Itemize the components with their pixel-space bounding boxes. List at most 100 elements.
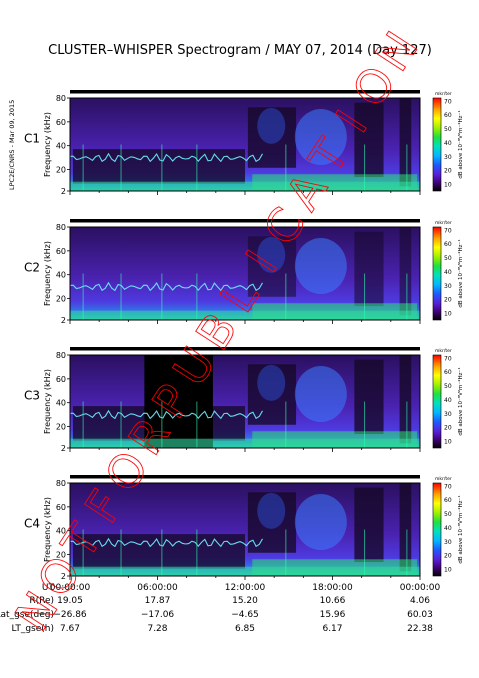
status-bar	[70, 219, 420, 223]
ephemeris-value: 06:00:00	[137, 583, 178, 593]
emission-patch	[257, 236, 286, 273]
colorbar-tick-label: 20	[444, 168, 452, 175]
status-bar	[70, 90, 420, 94]
panel-c2: 2 20 40 60 80 Frequency (kHz)C2 mkr/ter 10 20 30 4…	[24, 219, 464, 325]
ephemeris-value: −26.86	[53, 610, 87, 620]
y-axis-label: Frequency (kHz)	[43, 241, 52, 306]
low-intensity-region	[247, 364, 297, 425]
low-intensity-region	[354, 231, 384, 307]
chart-title: CLUSTER–WHISPER Spectrogram / MAY 07, 20…	[48, 43, 432, 58]
ephemeris-value: 15.20	[232, 596, 258, 606]
ephemeris-value: 7.67	[60, 624, 80, 634]
panel-c1: 2 20 40 60 80 Frequency (kHz)C1 mkr/ter 10 20 30 4…	[24, 90, 464, 196]
emission-patch	[257, 492, 286, 529]
ephemeris-value: 00:00:00	[400, 583, 441, 593]
side-label: LPC2E/CNRS - Mar 09, 2015	[8, 100, 16, 190]
panel-c4: 2 20 40 60 80 Frequency (kHz)C4 mkr/ter 10 20 30 4…	[24, 475, 464, 581]
emission-patch	[294, 366, 347, 423]
y-tick-label: 40	[56, 271, 66, 280]
y-tick-label: 60	[56, 247, 66, 256]
y-tick-label: 20	[56, 166, 66, 175]
plasma-frequency-trace	[69, 281, 263, 292]
low-intensity-region	[399, 227, 412, 316]
spacecraft-label: C4	[24, 517, 40, 531]
low-intensity-region	[399, 483, 412, 572]
colorbar-tick-label: 60	[444, 369, 452, 376]
low-intensity-region	[72, 534, 246, 569]
colorbar	[432, 354, 442, 449]
colorbar-label: dB above 10⁻⁸V²m⁻²Hz⁻¹	[457, 110, 464, 178]
colorbar-tag: mkr/ter	[435, 220, 452, 226]
colorbar-tick-label: 70	[444, 227, 452, 234]
spacecraft-label: C1	[24, 132, 40, 146]
y-tick-label: 2	[61, 444, 66, 453]
data-gap	[144, 355, 213, 448]
y-tick-label: 2	[61, 572, 66, 581]
colorbar	[432, 97, 442, 192]
colorbar	[432, 226, 442, 321]
ephemeris-value: 7.28	[147, 624, 167, 634]
y-tick-label: 80	[56, 223, 66, 232]
colorbar-tick-label: 10	[444, 182, 452, 189]
y-tick-label: 60	[56, 503, 66, 512]
colorbar-tick-label: 70	[444, 483, 452, 490]
colorbar	[432, 482, 442, 577]
colorbar-tick-label: 70	[444, 355, 452, 362]
colorbar-tick-label: 40	[444, 269, 452, 276]
low-frequency-emission	[70, 438, 420, 448]
colorbar-tick-label: 20	[444, 425, 452, 432]
colorbar-tick-label: 20	[444, 297, 452, 304]
colorbar-label: dB above 10⁻⁸V²m⁻²Hz⁻¹	[457, 495, 464, 563]
colorbar-tick-label: 30	[444, 411, 452, 418]
colorbar-tick-label: 60	[444, 112, 452, 119]
ephemeris-value: 00:00:00	[50, 583, 91, 593]
y-tick-label: 40	[56, 399, 66, 408]
low-intensity-region	[399, 98, 412, 187]
ephemeris-value: 6.17	[322, 624, 342, 634]
colorbar-tick-label: 30	[444, 154, 452, 161]
ephemeris-label: LT_gse(h)	[12, 624, 54, 634]
colorbar-tick-label: 40	[444, 397, 452, 404]
low-intensity-region	[247, 107, 297, 168]
low-intensity-region	[354, 487, 384, 563]
colorbar-tag: mkr/ter	[435, 348, 452, 354]
emission-patch	[257, 107, 286, 144]
colorbar-tick-label: 60	[444, 241, 452, 248]
ephemeris-value: 17.87	[145, 596, 171, 606]
ephemeris-value: 22.38	[407, 624, 433, 634]
y-tick-label: 2	[61, 316, 66, 325]
panel-c3: 2 20 40 60 80 Frequency (kHz)C3 mkr/ter 10 20 30 4…	[24, 347, 464, 453]
low-intensity-region	[354, 102, 384, 178]
low-frequency-emission	[70, 566, 420, 576]
y-axis-label: Frequency (kHz)	[43, 112, 52, 177]
y-axis-label: Frequency (kHz)	[43, 497, 52, 562]
colorbar-tick-label: 50	[444, 511, 452, 518]
ephemeris-value: 60.03	[407, 610, 433, 620]
colorbar-tick-label: 60	[444, 497, 452, 504]
colorbar-tick-label: 30	[444, 283, 452, 290]
y-tick-label: 80	[56, 351, 66, 360]
colorbar-tick-label: 10	[444, 567, 452, 574]
status-bar	[70, 347, 420, 351]
y-axis-label: Frequency (kHz)	[43, 369, 52, 434]
ephemeris-value: 18:00:00	[312, 583, 353, 593]
ephemeris-value: 12:00:00	[225, 583, 266, 593]
colorbar-tick-label: 10	[444, 311, 452, 318]
colorbar-tag: mkr/ter	[435, 476, 452, 482]
ephemeris-value: 6.85	[235, 624, 255, 634]
y-tick-label: 60	[56, 375, 66, 384]
y-tick-label: 2	[61, 187, 66, 196]
ephemeris-label: Lat_gse(deg)	[0, 610, 54, 620]
ephemeris-value: 19.05	[57, 596, 83, 606]
colorbar-tick-label: 50	[444, 255, 452, 262]
spacecraft-label: C2	[24, 261, 40, 275]
ephemeris-label: UT	[42, 583, 55, 593]
low-intensity-region	[72, 149, 246, 184]
ephemeris-value: 4.06	[410, 596, 430, 606]
y-tick-label: 80	[56, 94, 66, 103]
colorbar-tag: mkr/ter	[435, 91, 452, 97]
low-intensity-region	[399, 355, 412, 444]
